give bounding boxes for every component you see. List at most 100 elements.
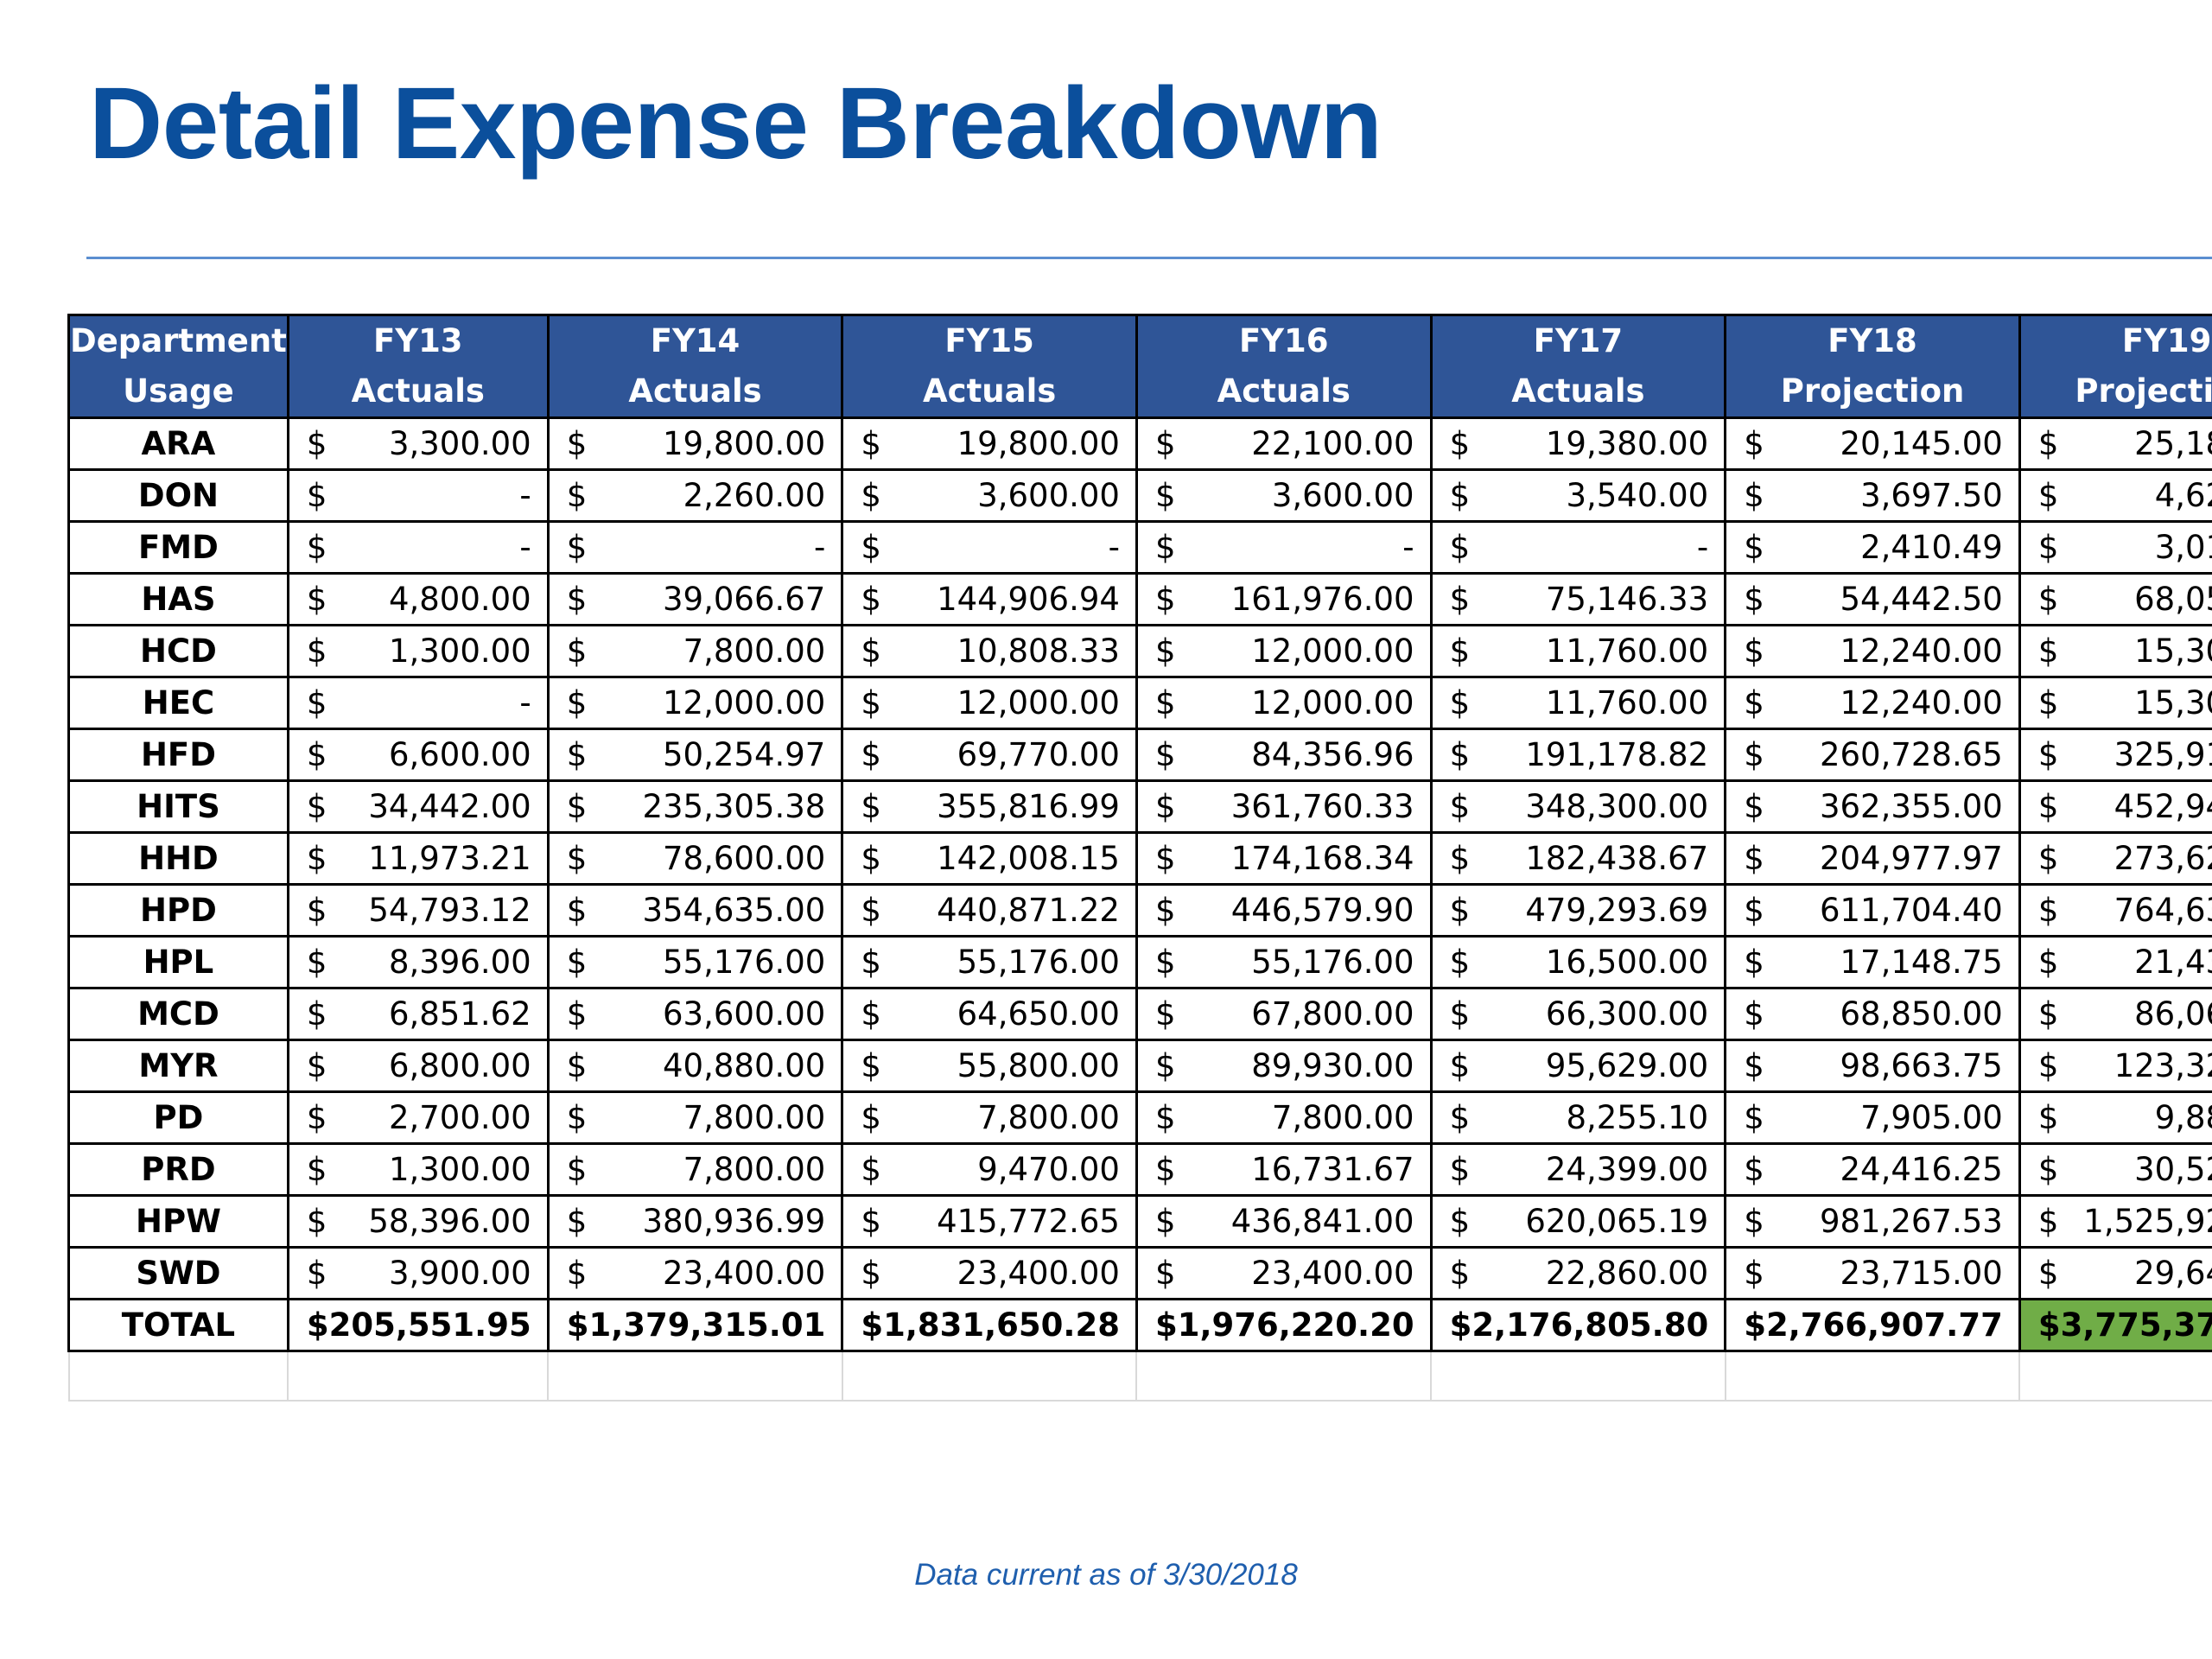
amount-cell: $436,841.00 xyxy=(1135,1194,1433,1249)
amount-value: 12,000.00 xyxy=(1251,684,1414,721)
amount-value: 12,000.00 xyxy=(1251,632,1414,670)
amount-cell: $ - xyxy=(841,520,1138,575)
header-fy19: FY19 Projection xyxy=(2018,314,2212,419)
currency-symbol: $ xyxy=(1154,1203,1176,1240)
amount-value: 1,976,220.20 xyxy=(1177,1306,1414,1344)
amount-value: 12,000.00 xyxy=(957,684,1120,721)
money-value: $123,329.69 xyxy=(2021,1047,2212,1084)
money-value: $63,600.00 xyxy=(550,995,842,1033)
amount-value: 2,700.00 xyxy=(388,1099,531,1136)
currency-symbol: $ xyxy=(1449,995,1471,1033)
amount-cell: $7,800.00 xyxy=(546,1142,844,1197)
money-value: $64,650.00 xyxy=(843,995,1135,1033)
money-value: $11,973.21 xyxy=(289,840,547,877)
currency-symbol: $ xyxy=(306,1306,329,1344)
amount-value: 2,410.49 xyxy=(1860,529,2003,566)
amount-cell: $64,650.00 xyxy=(841,987,1138,1041)
amount-value: 29,643.75 xyxy=(2134,1255,2212,1292)
currency-symbol: $ xyxy=(1449,944,1471,981)
amount-value: 12,000.00 xyxy=(663,684,826,721)
amount-value: 174,168.34 xyxy=(1230,840,1414,877)
amount-cell: $3,900.00 xyxy=(286,1246,550,1300)
amount-value: 16,731.67 xyxy=(1251,1151,1414,1188)
currency-symbol: $ xyxy=(861,684,881,721)
money-value: $12,240.00 xyxy=(1726,632,2018,670)
amount-cell: $1,525,923.38 xyxy=(2018,1194,2212,1249)
money-value: $34,442.00 xyxy=(289,788,547,825)
currency-symbol: $ xyxy=(566,632,588,670)
currency-symbol: $ xyxy=(566,788,588,825)
total-label: TOTAL xyxy=(67,1298,289,1352)
currency-symbol: $ xyxy=(1449,1306,1472,1344)
amount-value: 55,800.00 xyxy=(957,1047,1120,1084)
currency-symbol: $ xyxy=(306,736,327,773)
amount-value: 15,300.00 xyxy=(2134,632,2212,670)
money-value: $ - xyxy=(1138,529,1430,566)
money-value: $205,551.95 xyxy=(289,1306,547,1344)
currency-symbol: $ xyxy=(1744,581,1764,618)
currency-symbol: $ xyxy=(566,1151,588,1188)
header-line2: Actuals xyxy=(1511,372,1645,410)
table-row: HPW $58,396.00 $380,936.99 $415,772.65 $436,… xyxy=(67,1194,2212,1249)
money-value: $611,704.40 xyxy=(1726,892,2018,929)
money-value: $25,181.25 xyxy=(2021,425,2212,462)
table-body: ARA $3,300.00 $19,800.00 $19,800.00 $22,100.… xyxy=(67,416,2212,1402)
amount-value: 2,176,805.80 xyxy=(1471,1306,1709,1344)
amount-cell: $8,396.00 xyxy=(286,935,550,989)
amount-value: 21,435.94 xyxy=(2134,944,2212,981)
amount-value: 2,766,907.77 xyxy=(1765,1306,2003,1344)
money-value: $415,772.65 xyxy=(843,1203,1135,1240)
amount-cell: $19,800.00 xyxy=(546,416,844,471)
money-value: $764,630.50 xyxy=(2021,892,2212,929)
currency-symbol: $ xyxy=(1744,788,1764,825)
amount-cell: $7,800.00 xyxy=(546,624,844,678)
money-value: $144,906.94 xyxy=(843,581,1135,618)
currency-symbol: $ xyxy=(2037,944,2059,981)
amount-value: 8,396.00 xyxy=(388,944,531,981)
currency-symbol: $ xyxy=(2037,736,2059,773)
money-value: $174,168.34 xyxy=(1138,840,1430,877)
amount-value: 78,600.00 xyxy=(663,840,826,877)
amount-cell: $362,355.00 xyxy=(1724,779,2021,834)
table-row: HITS $34,442.00 $235,305.38 $355,816.99 $361… xyxy=(67,779,2212,834)
currency-symbol: $ xyxy=(861,477,881,514)
amount-cell: $67,800.00 xyxy=(1135,987,1433,1041)
amount-cell: $7,800.00 xyxy=(1135,1090,1433,1145)
amount-cell: $58,396.00 xyxy=(286,1194,550,1249)
currency-symbol: $ xyxy=(1154,425,1176,462)
money-value: $ - xyxy=(289,529,547,566)
amount-value: 446,579.90 xyxy=(1230,892,1414,929)
table-row: HPL $8,396.00 $55,176.00 $55,176.00 $55,176.… xyxy=(67,935,2212,989)
amount-value: 19,380.00 xyxy=(1545,425,1709,462)
amount-cell: $174,168.34 xyxy=(1135,831,1433,886)
currency-symbol: $ xyxy=(1154,1099,1176,1136)
money-value: $19,800.00 xyxy=(843,425,1135,462)
amount-value: 479,293.69 xyxy=(1525,892,1709,929)
amount-cell: $123,329.69 xyxy=(2018,1039,2212,1093)
money-value: $7,800.00 xyxy=(550,1099,842,1136)
amount-value: 23,400.00 xyxy=(957,1255,1120,1292)
amount-value: 191,178.82 xyxy=(1525,736,1709,773)
amount-cell: $1,300.00 xyxy=(286,1142,550,1197)
money-value: $6,851.62 xyxy=(289,995,547,1033)
amount-value: 1,379,315.01 xyxy=(588,1306,826,1344)
currency-symbol: $ xyxy=(2037,1151,2059,1188)
currency-symbol: $ xyxy=(1154,684,1176,721)
money-value: $2,410.49 xyxy=(1726,529,2018,566)
currency-symbol: $ xyxy=(861,1099,881,1136)
amount-cell: $3,540.00 xyxy=(1429,468,1727,523)
money-value: $23,400.00 xyxy=(550,1255,842,1292)
currency-symbol: $ xyxy=(306,788,327,825)
currency-symbol: $ xyxy=(1744,1151,1764,1188)
amount-value: 204,977.97 xyxy=(1819,840,2003,877)
currency-symbol: $ xyxy=(1154,840,1176,877)
currency-symbol: $ xyxy=(1449,892,1471,929)
department-cell: HAS xyxy=(67,572,289,626)
amount-cell: $12,000.00 xyxy=(841,676,1138,730)
empty-cell xyxy=(1724,1350,2021,1402)
money-value: $362,355.00 xyxy=(1726,788,2018,825)
currency-symbol: $ xyxy=(2037,425,2059,462)
money-value: $50,254.97 xyxy=(550,736,842,773)
currency-symbol: $ xyxy=(2037,892,2059,929)
currency-symbol: $ xyxy=(1744,1306,1766,1344)
